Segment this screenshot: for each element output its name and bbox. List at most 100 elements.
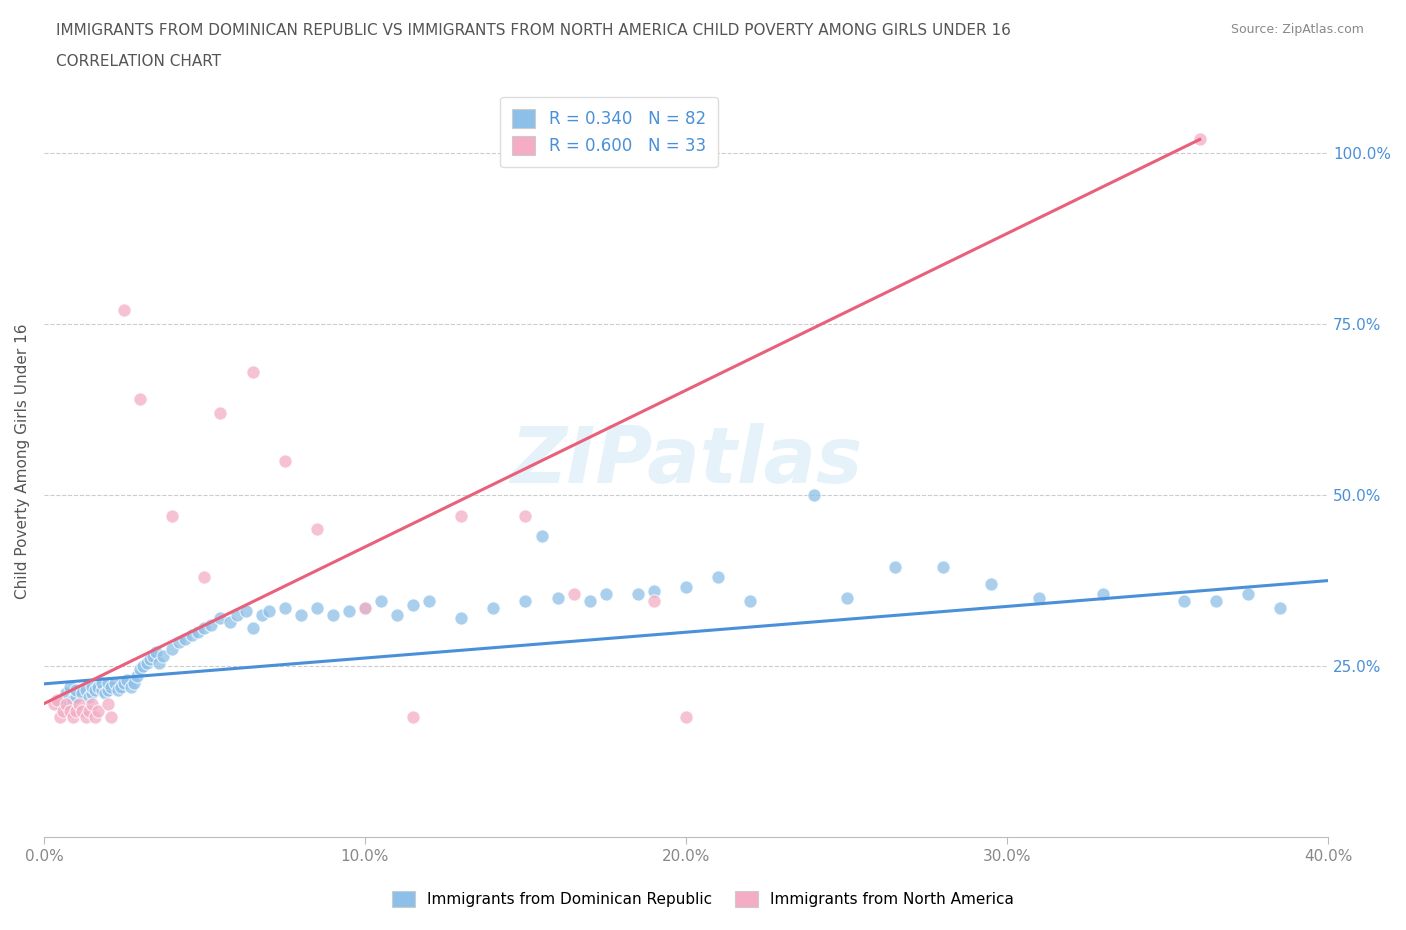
Point xyxy=(1188,132,1211,147)
Point xyxy=(515,508,537,523)
Point xyxy=(77,703,100,718)
Point xyxy=(167,634,190,649)
Point xyxy=(97,676,120,691)
Point xyxy=(62,710,84,724)
Point xyxy=(193,621,215,636)
Point xyxy=(322,607,344,622)
Point xyxy=(515,593,537,608)
Point xyxy=(65,689,87,704)
Point xyxy=(707,570,730,585)
Point xyxy=(643,583,665,598)
Point xyxy=(103,676,125,691)
Point xyxy=(162,508,184,523)
Point xyxy=(90,683,112,698)
Text: IMMIGRANTS FROM DOMINICAN REPUBLIC VS IMMIGRANTS FROM NORTH AMERICA CHILD POVERT: IMMIGRANTS FROM DOMINICAN REPUBLIC VS IM… xyxy=(56,23,1011,38)
Point xyxy=(45,693,67,708)
Point xyxy=(450,611,472,626)
Point xyxy=(77,689,100,704)
Point xyxy=(257,604,280,618)
Point xyxy=(72,686,94,701)
Point xyxy=(482,601,505,616)
Point xyxy=(883,560,905,575)
Point xyxy=(578,593,600,608)
Point xyxy=(84,683,107,698)
Point xyxy=(305,522,328,537)
Point xyxy=(1092,587,1115,602)
Point xyxy=(139,652,162,667)
Point xyxy=(129,662,152,677)
Point xyxy=(643,593,665,608)
Point xyxy=(250,607,273,622)
Point xyxy=(305,601,328,616)
Point xyxy=(370,593,392,608)
Point xyxy=(1173,593,1195,608)
Point xyxy=(58,679,80,694)
Point xyxy=(162,642,184,657)
Point xyxy=(97,697,120,711)
Point xyxy=(1205,593,1227,608)
Point xyxy=(84,710,107,724)
Point xyxy=(142,648,165,663)
Point xyxy=(125,669,148,684)
Point xyxy=(740,593,762,608)
Point xyxy=(49,710,72,724)
Point xyxy=(803,487,825,502)
Point xyxy=(980,577,1002,591)
Point xyxy=(530,528,553,543)
Point xyxy=(450,508,472,523)
Point xyxy=(122,676,145,691)
Point xyxy=(337,604,360,618)
Point xyxy=(62,693,84,708)
Point xyxy=(562,587,585,602)
Point xyxy=(132,658,155,673)
Text: ZIPatlas: ZIPatlas xyxy=(510,423,862,498)
Point xyxy=(117,672,139,687)
Point xyxy=(219,614,242,629)
Point xyxy=(152,648,174,663)
Point xyxy=(273,454,295,469)
Point xyxy=(100,710,122,724)
Point xyxy=(273,601,295,616)
Point xyxy=(835,591,858,605)
Point xyxy=(180,628,202,643)
Text: Source: ZipAtlas.com: Source: ZipAtlas.com xyxy=(1230,23,1364,36)
Point xyxy=(52,703,75,718)
Point xyxy=(90,676,112,691)
Point xyxy=(242,365,264,379)
Point xyxy=(1028,591,1050,605)
Point xyxy=(80,686,103,701)
Point xyxy=(42,697,65,711)
Point xyxy=(65,683,87,698)
Point xyxy=(72,703,94,718)
Point xyxy=(87,679,110,694)
Point xyxy=(225,607,247,622)
Point xyxy=(49,697,72,711)
Point xyxy=(209,611,232,626)
Point xyxy=(145,644,167,659)
Point xyxy=(65,703,87,718)
Point xyxy=(110,679,132,694)
Point xyxy=(75,683,97,698)
Point xyxy=(354,601,377,616)
Point xyxy=(100,679,122,694)
Point xyxy=(418,593,440,608)
Point xyxy=(58,703,80,718)
Point xyxy=(385,607,408,622)
Point xyxy=(94,686,117,701)
Point xyxy=(67,697,90,711)
Point xyxy=(80,697,103,711)
Point xyxy=(87,703,110,718)
Point xyxy=(135,656,157,671)
Point xyxy=(174,631,197,646)
Point xyxy=(402,710,425,724)
Point xyxy=(209,405,232,420)
Point xyxy=(200,618,222,632)
Point xyxy=(97,683,120,698)
Point xyxy=(187,624,209,639)
Point xyxy=(55,686,77,701)
Text: CORRELATION CHART: CORRELATION CHART xyxy=(56,54,221,69)
Point xyxy=(1237,587,1260,602)
Point xyxy=(547,591,569,605)
Point xyxy=(193,570,215,585)
Point xyxy=(1268,601,1291,616)
